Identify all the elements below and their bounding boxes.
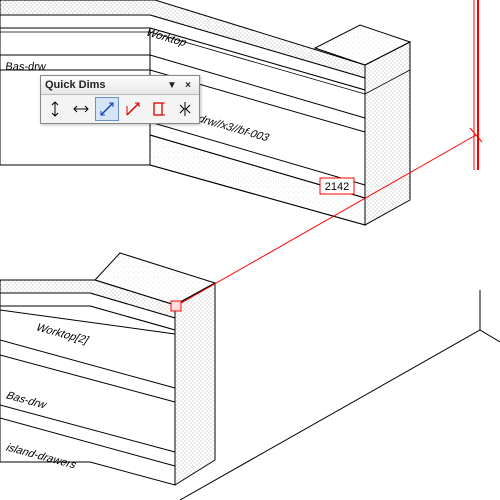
aligned-dim-icon: [98, 100, 116, 118]
bracket-dim-button[interactable]: [147, 97, 171, 121]
dimension-value: 2142: [325, 181, 349, 193]
floor-outline: [180, 290, 500, 500]
flip-dim-button[interactable]: [173, 97, 197, 121]
aligned-dim-button[interactable]: [95, 97, 119, 121]
dimension-value-box: 2142: [320, 178, 354, 194]
toolbar-titlebar[interactable]: Quick Dims ▼ ×: [41, 76, 199, 95]
toolbar-options-dropdown[interactable]: ▼: [165, 78, 179, 92]
angle-dim-icon: [124, 100, 142, 118]
angle-dim-button[interactable]: [121, 97, 145, 121]
horizontal-dim-icon: [72, 100, 90, 118]
toolbar-title: Quick Dims: [45, 79, 106, 91]
flip-dim-icon: [176, 100, 194, 118]
toolbar-close-button[interactable]: ×: [181, 78, 195, 92]
vertical-dim-icon: [46, 100, 64, 118]
horizontal-dim-button[interactable]: [69, 97, 93, 121]
vertical-dim-button[interactable]: [43, 97, 67, 121]
label-basdrw1: Bas-drw: [5, 61, 47, 73]
quick-dims-toolbar[interactable]: Quick Dims ▼ ×: [40, 75, 200, 124]
bottom-cabinet-group: Worktop[2] Bas-drw island-drawers: [0, 253, 215, 485]
bracket-dim-icon: [150, 100, 168, 118]
toolbar-button-row: [41, 95, 199, 123]
dimension-endpoint-marker: [171, 301, 181, 311]
wall-edge: [474, 0, 478, 170]
